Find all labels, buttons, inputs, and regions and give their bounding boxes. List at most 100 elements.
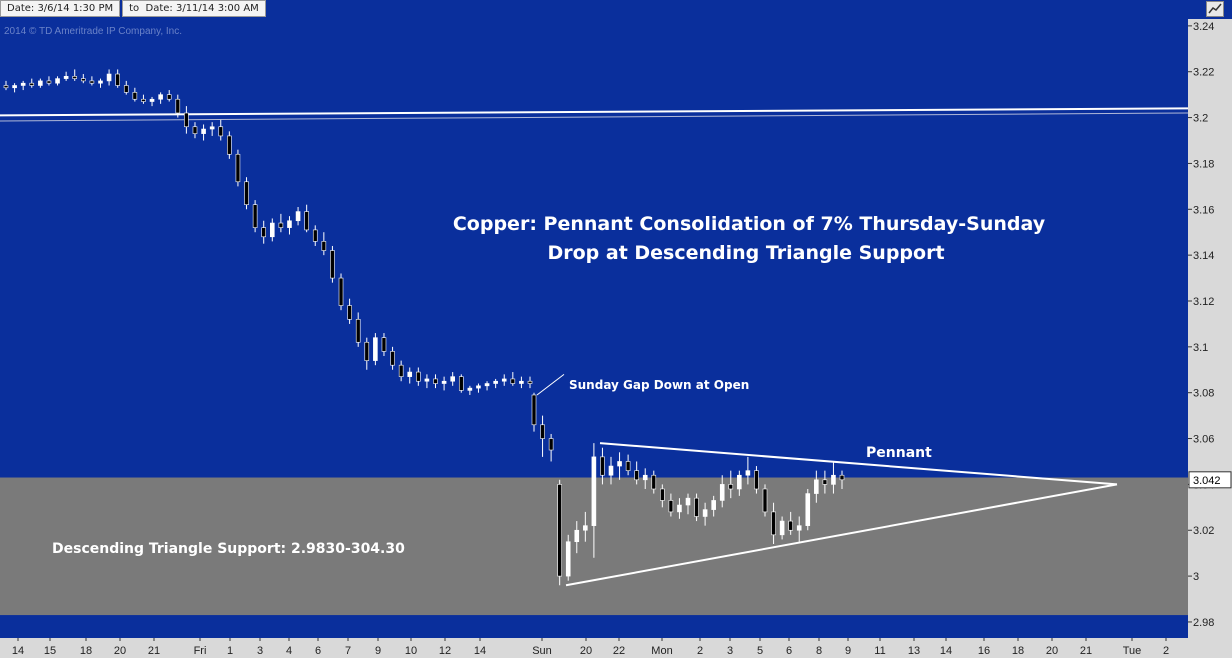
candle-body xyxy=(364,341,370,361)
candle-body xyxy=(227,135,232,155)
candle-body xyxy=(123,85,129,93)
candle-body xyxy=(373,337,378,361)
candle-body xyxy=(788,520,793,531)
resistance-line xyxy=(0,107,1189,117)
candle-body xyxy=(476,385,481,389)
chart-style-button[interactable] xyxy=(1206,1,1224,17)
x-tick-label: 18 xyxy=(1012,645,1024,657)
candle-body xyxy=(617,461,622,467)
candle-body xyxy=(287,220,292,228)
x-tick-label: 9 xyxy=(375,645,381,657)
x-tick-label: 20 xyxy=(114,645,126,657)
chart-style-icon xyxy=(1208,3,1222,14)
candles xyxy=(3,69,845,586)
x-tick-label: Tue xyxy=(1123,645,1142,657)
candle-body xyxy=(330,250,335,279)
candle-body xyxy=(574,529,580,543)
gap-annotation: Sunday Gap Down at Open xyxy=(569,378,749,392)
x-tick-label: 6 xyxy=(315,645,321,657)
x-tick-label: 5 xyxy=(757,645,763,657)
candle-body xyxy=(218,126,224,137)
candle-body xyxy=(677,504,682,513)
candle-body xyxy=(312,229,318,242)
date-range-bar: Date: 3/6/14 1:30 PM to Date: 3/11/14 3:… xyxy=(0,0,1232,18)
candle-body xyxy=(416,371,421,382)
candle-body xyxy=(38,80,43,86)
candle-body xyxy=(719,484,725,501)
candle-body xyxy=(201,128,206,134)
candle-body xyxy=(557,484,562,577)
x-tick-label: Mon xyxy=(651,645,672,657)
x-tick-label: 20 xyxy=(580,645,592,657)
y-tick-label: 3 xyxy=(1193,571,1199,583)
candle-body xyxy=(608,465,614,476)
x-tick-label: 7 xyxy=(345,645,351,657)
candle-body xyxy=(398,364,404,377)
x-axis-panel xyxy=(0,638,1232,658)
candle-body xyxy=(29,82,35,86)
candle-body xyxy=(694,497,699,517)
candle-body xyxy=(728,484,734,490)
y-tick-label: 3.06 xyxy=(1193,434,1214,446)
candle-body xyxy=(295,211,301,222)
candle-body xyxy=(209,126,215,130)
candle-body xyxy=(235,153,241,183)
candle-body xyxy=(527,380,533,384)
candle-body xyxy=(184,112,189,128)
y-tick-label: 3.12 xyxy=(1193,296,1214,308)
candle-body xyxy=(831,474,836,485)
candle-body xyxy=(540,424,545,439)
candle-body xyxy=(484,383,490,387)
x-tick-label: 13 xyxy=(908,645,920,657)
date-from-field[interactable]: Date: 3/6/14 1:30 PM xyxy=(0,0,121,17)
x-tick-label: 16 xyxy=(978,645,990,657)
y-tick-label: 3.02 xyxy=(1193,525,1214,537)
x-tick-label: 22 xyxy=(613,645,625,657)
candle-body xyxy=(12,85,17,89)
candle-body xyxy=(338,277,344,306)
x-tick-label: 12 xyxy=(439,645,451,657)
candle-body xyxy=(46,80,52,84)
date-to-field[interactable]: to Date: 3/11/14 3:00 AM xyxy=(122,0,266,17)
candle-body xyxy=(166,94,172,100)
x-tick-label: 3 xyxy=(727,645,733,657)
candle-body xyxy=(501,378,507,382)
x-tick-label: 14 xyxy=(474,645,486,657)
x-tick-label: 2 xyxy=(1163,645,1169,657)
candle-body xyxy=(510,378,516,384)
chart-title: Copper: Pennant Consolidation of 7% Thur… xyxy=(453,213,1046,235)
candle-body xyxy=(347,305,352,320)
candle-body xyxy=(132,92,138,100)
y-tick-label: 3.08 xyxy=(1193,388,1214,400)
resistance-lines xyxy=(0,107,1189,122)
to-label: to xyxy=(129,3,140,14)
x-tick-label: 11 xyxy=(874,645,885,657)
y-axis-panel xyxy=(1188,19,1232,638)
candle-body xyxy=(261,227,267,238)
x-tick-label: 1 xyxy=(227,645,233,657)
y-tick-label: 3.22 xyxy=(1193,67,1214,79)
candle-body xyxy=(651,474,657,490)
candle-body xyxy=(839,474,845,481)
candle-body xyxy=(89,80,95,84)
candle-body xyxy=(634,470,639,481)
candle-body xyxy=(3,85,9,89)
candle-body xyxy=(702,509,708,517)
x-tick-label: Fri xyxy=(194,645,207,657)
x-tick-label: 20 xyxy=(1046,645,1058,657)
candle-body xyxy=(158,94,163,100)
copyright-watermark: 2014 © TD Ameritrade IP Company, Inc. xyxy=(4,26,183,37)
candle-body xyxy=(737,474,742,490)
candle-body xyxy=(252,204,258,228)
y-tick-label: 3.14 xyxy=(1193,250,1214,262)
candle-body xyxy=(762,488,768,513)
x-tick-label: 9 xyxy=(845,645,851,657)
last-price-box xyxy=(1188,471,1232,489)
candle-body xyxy=(20,82,26,86)
x-tick-label: 8 xyxy=(816,645,822,657)
x-tick-label: 10 xyxy=(405,645,417,657)
candle-body xyxy=(771,511,776,536)
candle-body xyxy=(450,376,455,382)
candle-body xyxy=(754,470,759,490)
